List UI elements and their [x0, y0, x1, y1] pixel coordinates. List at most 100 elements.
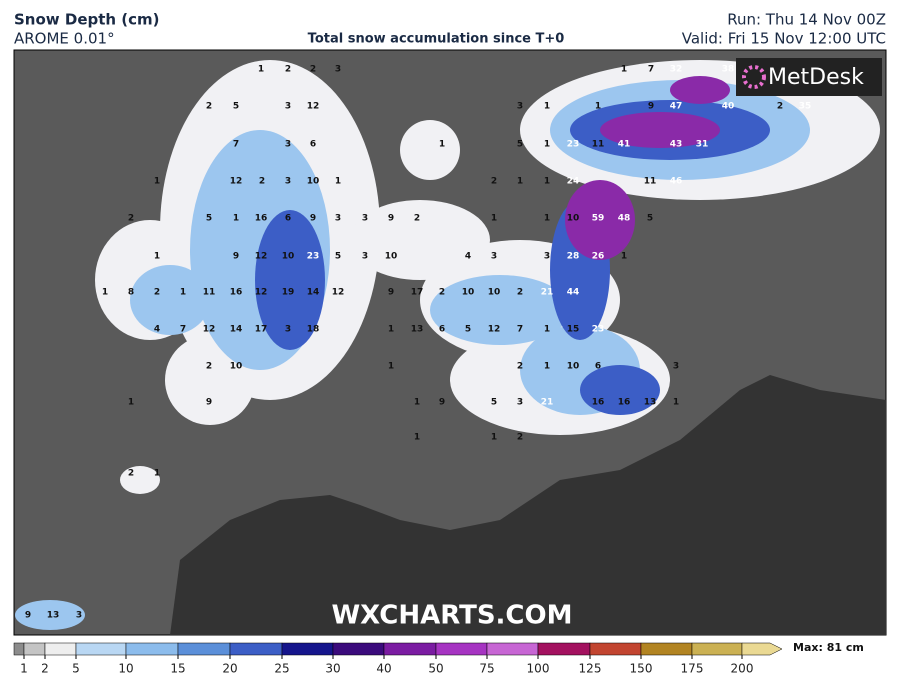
map-label: 19: [282, 288, 295, 298]
map-label: 13: [47, 611, 60, 621]
valid: Valid: Fri 15 Nov 12:00 UTC: [682, 30, 886, 48]
map-label: 2: [777, 102, 783, 112]
map-label: 2: [517, 288, 523, 298]
map-label: 2: [128, 214, 134, 224]
map-label: 32: [670, 65, 683, 75]
map-label: 16: [255, 214, 268, 224]
map-label: 59: [592, 214, 605, 224]
map-label: 3: [335, 214, 341, 224]
logo: MetDesk: [768, 65, 864, 90]
map-label: 9: [206, 398, 212, 408]
map-labels: 1 2 2 3 1 7 32 382 5 3 12 3 1 1 9 47 40 2 357 3 6 1 5 1 23 11 41 43…: [25, 65, 811, 621]
map-label: 3: [285, 140, 291, 150]
map-label: 21: [541, 288, 554, 298]
map-label: 1: [335, 177, 341, 187]
map-label: 12: [230, 177, 243, 187]
map-label: 24: [567, 177, 580, 187]
map-label: 3: [673, 362, 679, 372]
map-label: 5: [647, 214, 653, 224]
map-label: 7: [233, 140, 239, 150]
map-label: 13: [411, 325, 424, 335]
map-label: 12: [255, 288, 268, 298]
map-label: 5: [206, 214, 212, 224]
model: AROME 0.01°: [14, 30, 115, 48]
map-label: 41: [618, 140, 631, 150]
map-label: 5: [491, 398, 497, 408]
map-label: 3: [517, 398, 523, 408]
map-label: 2: [310, 65, 316, 75]
map-label: 9: [439, 398, 445, 408]
map-label: 2: [128, 469, 134, 479]
map-label: 5: [233, 102, 239, 112]
map-label: 7: [180, 325, 186, 335]
watermark: WXCHARTS.COM: [331, 601, 572, 631]
max-label: Max: 81 cm: [793, 641, 864, 654]
colorbar-segment: [125, 642, 179, 656]
map-label: 10: [307, 177, 320, 187]
map-label: 26: [592, 252, 605, 262]
map-label: 3: [491, 252, 497, 262]
map-label: 9: [388, 288, 394, 298]
colorbar-segment: [383, 642, 437, 656]
map-label: 4: [154, 325, 160, 335]
map-label: 11: [592, 140, 605, 150]
logo-icon: [742, 65, 766, 89]
map-label: 1: [233, 214, 239, 224]
map-label: 1: [258, 65, 264, 75]
map-label: 1: [544, 177, 550, 187]
map-label: 7: [517, 325, 523, 335]
map-label: 10: [567, 362, 580, 372]
map-label: 35: [799, 102, 812, 112]
colorbar-segment: [589, 642, 642, 656]
colorbar-segment: [332, 642, 385, 656]
map-label: 14: [230, 325, 243, 335]
map-label: 9: [310, 214, 316, 224]
map-label: 7: [648, 65, 654, 75]
snow-very-heavy: [565, 76, 730, 260]
map-label: 1: [180, 288, 186, 298]
map-label: 3: [285, 177, 291, 187]
map-label: 6: [595, 362, 601, 372]
colorbar-tick-label: 150: [630, 662, 653, 676]
map-label: 8: [128, 288, 134, 298]
colorbar-tick-label: 5: [72, 662, 80, 676]
map-label: 18: [307, 325, 320, 335]
map-label: 11: [644, 177, 657, 187]
colorbar-tick-label: 30: [325, 662, 340, 676]
map-label: 1: [102, 288, 108, 298]
map-label: 40: [722, 102, 735, 112]
colorbar-tick-label: 1: [20, 662, 28, 676]
map-label: 47: [670, 102, 683, 112]
map-label: 4: [465, 252, 471, 262]
map-label: 12: [203, 325, 216, 335]
map-label: 44: [567, 288, 580, 298]
colorbar-tick-label: 75: [479, 662, 494, 676]
map-label: 9: [25, 611, 31, 621]
map-label: 3: [285, 325, 291, 335]
map-label: 1: [414, 433, 420, 443]
map-label: 16: [230, 288, 243, 298]
map-label: 1: [673, 398, 679, 408]
colorbar-segment: [13, 642, 25, 656]
map-label: 9: [648, 102, 654, 112]
colorbar-segment: [486, 642, 539, 656]
map-label: 5: [335, 252, 341, 262]
map-label: 1: [491, 214, 497, 224]
map-label: 1: [154, 177, 160, 187]
map-label: 5: [465, 325, 471, 335]
map-label: 23: [567, 140, 580, 150]
map-label: 17: [411, 288, 424, 298]
colorbar-tick-label: 125: [579, 662, 602, 676]
map-label: 46: [670, 177, 683, 187]
colorbar-tick-label: 50: [428, 662, 443, 676]
map-label: 1: [491, 433, 497, 443]
map-label: 17: [255, 325, 268, 335]
map-label: 2: [285, 65, 291, 75]
logo-box: [736, 58, 882, 96]
map-label: 2: [517, 362, 523, 372]
map-label: 9: [388, 214, 394, 224]
map-label: 21: [541, 398, 554, 408]
colorbar-tick-label: 15: [170, 662, 185, 676]
map-label: 1: [544, 325, 550, 335]
